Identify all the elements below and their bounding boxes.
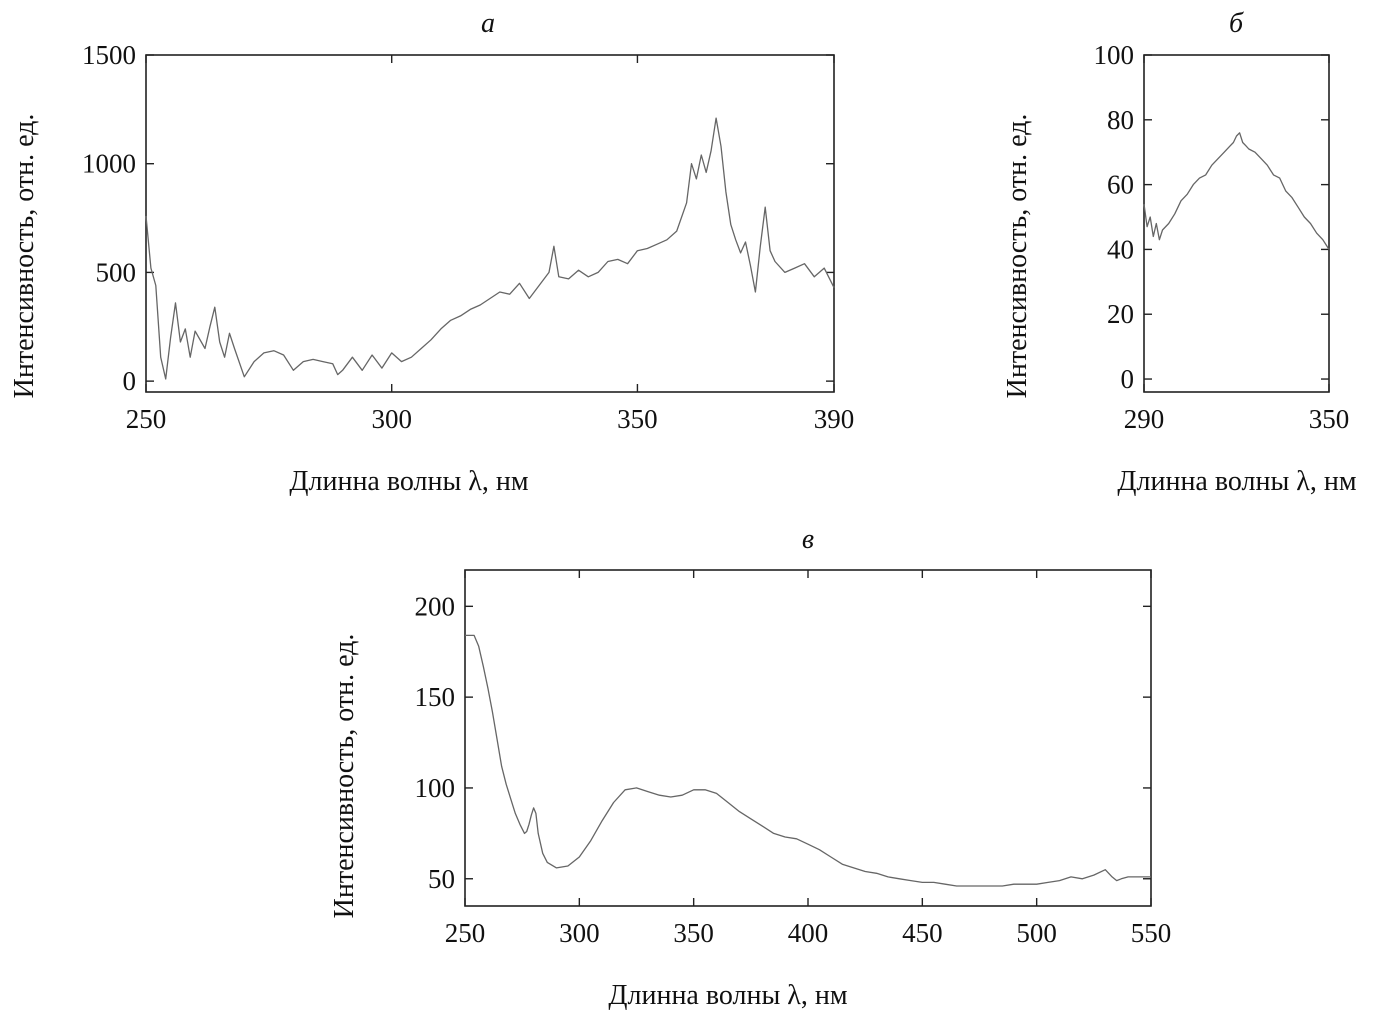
panel-c-x-tick-label: 350 bbox=[673, 918, 714, 948]
panel-b-x-axis-label: Длинна волны λ, нм bbox=[1117, 466, 1356, 497]
panel-c-ticks: 250 300 350 400 450 500 550 50 100 150 200 bbox=[415, 570, 1172, 948]
panel-c-x-tick-label: 250 bbox=[445, 918, 486, 948]
panel-c-plot-frame bbox=[464, 569, 1152, 907]
panel-c-x-tick-label: 550 bbox=[1131, 918, 1172, 948]
panel-a-x-tick-label: 300 bbox=[371, 404, 412, 434]
panel-c-y-tick-label: 100 bbox=[415, 773, 456, 803]
panel-b-ticks: 290 350 0 20 40 60 80 100 bbox=[1094, 40, 1350, 434]
panel-b-plot-frame bbox=[1143, 54, 1330, 393]
panel-a-series-line bbox=[145, 117, 835, 380]
panel-b-y-tick-label: 80 bbox=[1107, 105, 1134, 135]
panel-a-y-tick-label: 0 bbox=[123, 366, 137, 396]
panel-a-y-tick-label: 500 bbox=[96, 257, 137, 287]
panel-c-series-line bbox=[465, 634, 1151, 887]
panel-c-y-tick-label: 150 bbox=[415, 682, 456, 712]
panel-b-x-tick-label: 350 bbox=[1309, 404, 1350, 434]
panel-b-x-tick-label: 290 bbox=[1124, 404, 1165, 434]
panel-a-x-tick-label: 390 bbox=[814, 404, 855, 434]
panel-a-x-axis-label: Длинна волны λ, нм bbox=[289, 466, 528, 497]
panel-a-x-tick-label: 250 bbox=[126, 404, 167, 434]
panel-b-y-tick-label: 0 bbox=[1121, 364, 1135, 394]
panel-a-plot-frame bbox=[145, 54, 835, 393]
panel-b-series-line bbox=[1143, 132, 1330, 250]
panel-b-y-tick-label: 100 bbox=[1094, 40, 1135, 70]
panel-a: а 250 300 350 390 0 500 1000 1500 Длинна волны … bbox=[9, 8, 854, 497]
panel-c-x-tick-label: 450 bbox=[902, 918, 943, 948]
panel-a-x-tick-label: 350 bbox=[617, 404, 658, 434]
panel-c-x-tick-label: 500 bbox=[1016, 918, 1057, 948]
panel-c-y-axis-label: Интенсивность, отн. ед. bbox=[329, 634, 360, 919]
panel-a-y-tick-label: 1000 bbox=[82, 149, 136, 179]
panel-b-y-tick-label: 40 bbox=[1107, 234, 1134, 264]
panel-c-x-tick-label: 400 bbox=[788, 918, 829, 948]
panel-b-y-tick-label: 60 bbox=[1107, 170, 1134, 200]
panel-c-y-tick-label: 200 bbox=[415, 591, 456, 621]
panel-a-ticks: 250 300 350 390 0 500 1000 1500 bbox=[82, 40, 854, 434]
panel-c: в 250 300 350 400 450 500 550 50 100 150 200 Длинн… bbox=[329, 524, 1171, 1011]
panel-c-x-axis-label: Длинна волны λ, нм bbox=[608, 980, 847, 1011]
panel-a-y-tick-label: 1500 bbox=[82, 40, 136, 70]
panel-a-y-axis-label: Интенсивность, отн. ед. bbox=[9, 114, 40, 399]
panel-b-y-tick-label: 20 bbox=[1107, 299, 1134, 329]
panel-c-y-tick-label: 50 bbox=[428, 864, 455, 894]
panel-a-letter: а bbox=[481, 8, 495, 39]
panel-b-y-axis-label: Интенсивность, отн. ед. bbox=[1002, 114, 1033, 399]
panel-c-x-tick-label: 300 bbox=[559, 918, 600, 948]
panel-b-letter: б bbox=[1229, 8, 1244, 39]
panel-c-letter: в bbox=[802, 524, 814, 555]
